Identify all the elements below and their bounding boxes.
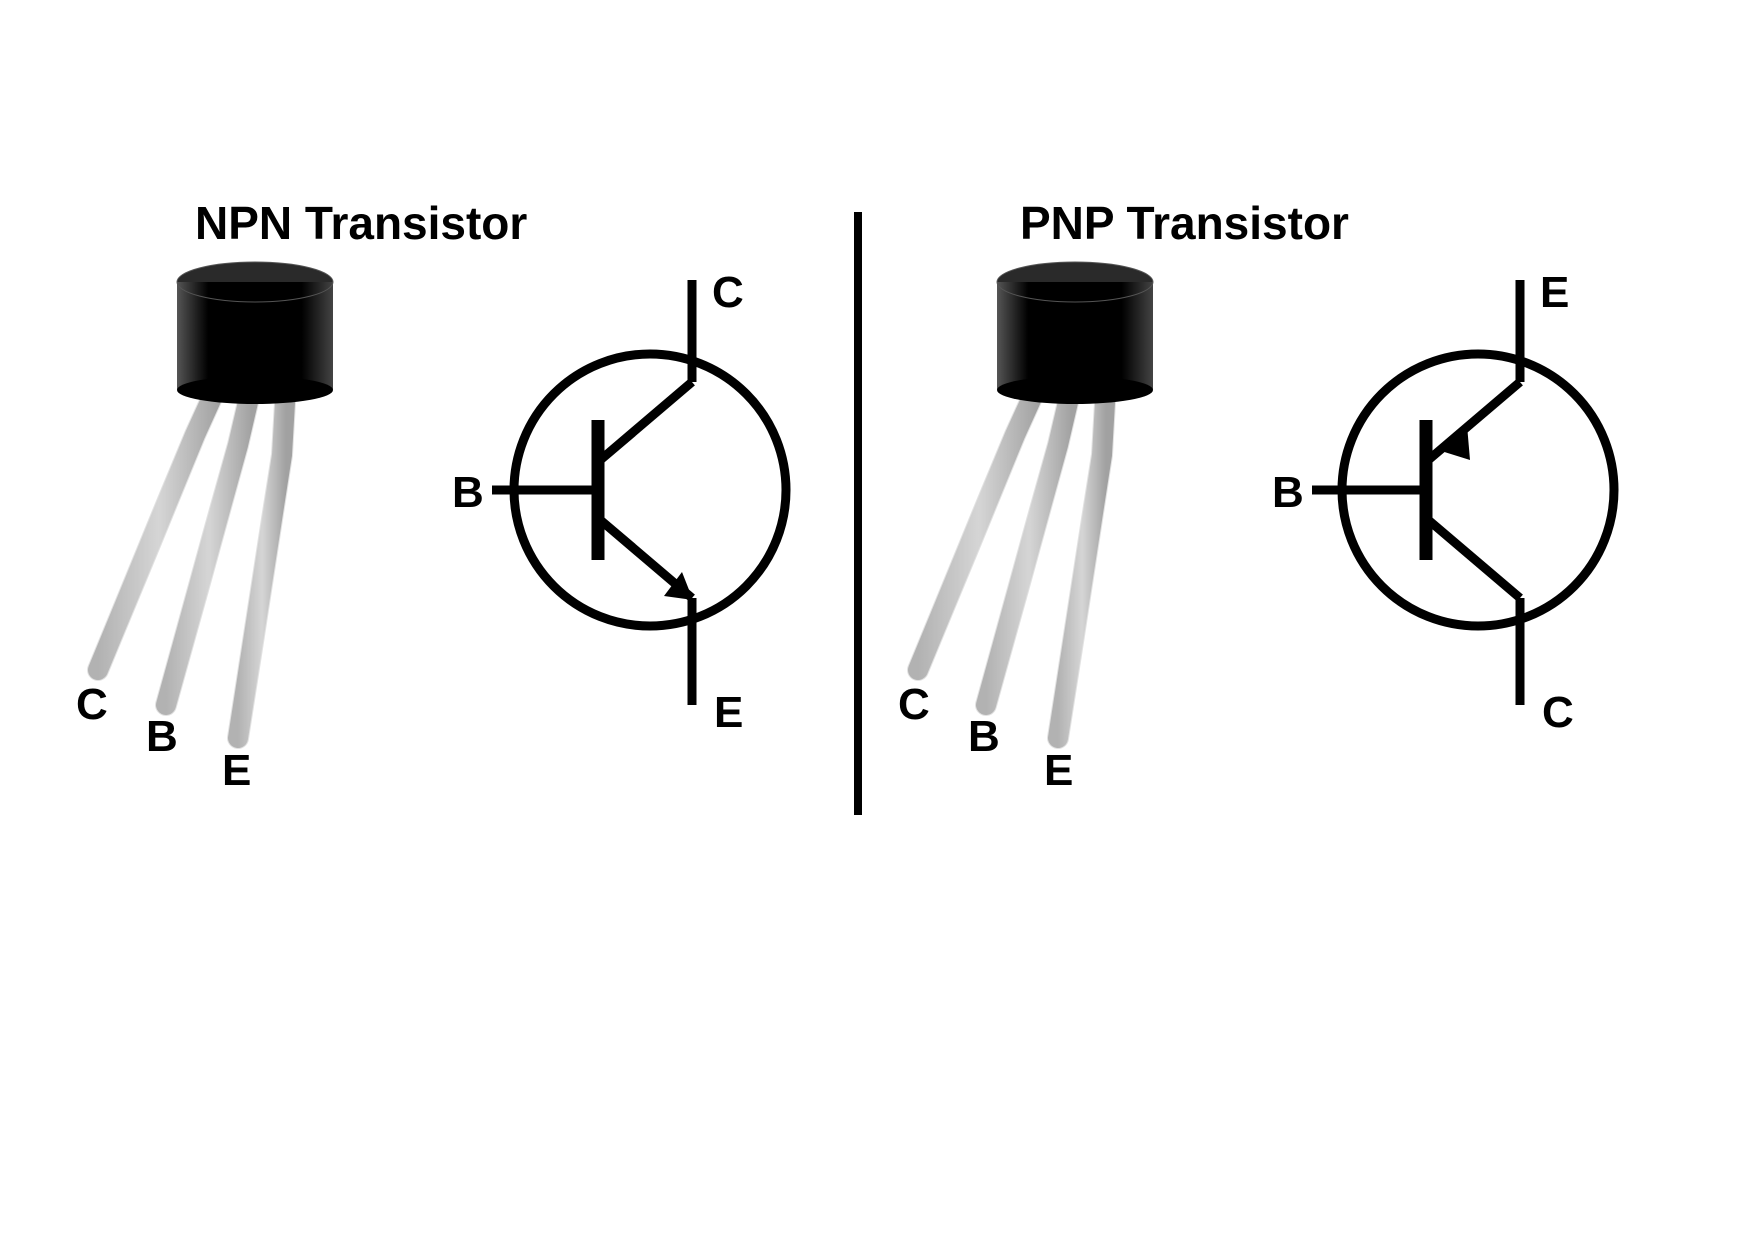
npn-pkg-pin-e: E (222, 746, 251, 796)
pnp-lead-b (986, 385, 1072, 705)
pnp-sym-label-b: B (1272, 468, 1304, 518)
npn-sym-label-e: E (714, 688, 743, 738)
npn-sym-label-c: C (712, 268, 744, 318)
pnp-sym-label-e: E (1540, 268, 1569, 318)
npn-lead-b (166, 385, 252, 705)
npn-lead-c (98, 380, 220, 670)
diagram-canvas: NPN Transistor PNP Transistor (0, 0, 1747, 1240)
npn-sym-label-b: B (452, 468, 484, 518)
pnp-body (997, 262, 1153, 404)
pnp-sym-label-c: C (1542, 688, 1574, 738)
npn-pkg-pin-b: B (146, 712, 178, 762)
npn-symbol (430, 260, 810, 760)
npn-body (177, 262, 333, 404)
pnp-symbol (1250, 260, 1630, 760)
pnp-pkg-pin-c: C (898, 680, 930, 730)
pnp-lead-c (918, 380, 1040, 670)
pnp-pkg-pin-b: B (968, 712, 1000, 762)
pnp-package (900, 260, 1220, 780)
npn-pkg-pin-c: C (76, 680, 108, 730)
pnp-pkg-pin-e: E (1044, 746, 1073, 796)
npn-package (80, 260, 400, 780)
